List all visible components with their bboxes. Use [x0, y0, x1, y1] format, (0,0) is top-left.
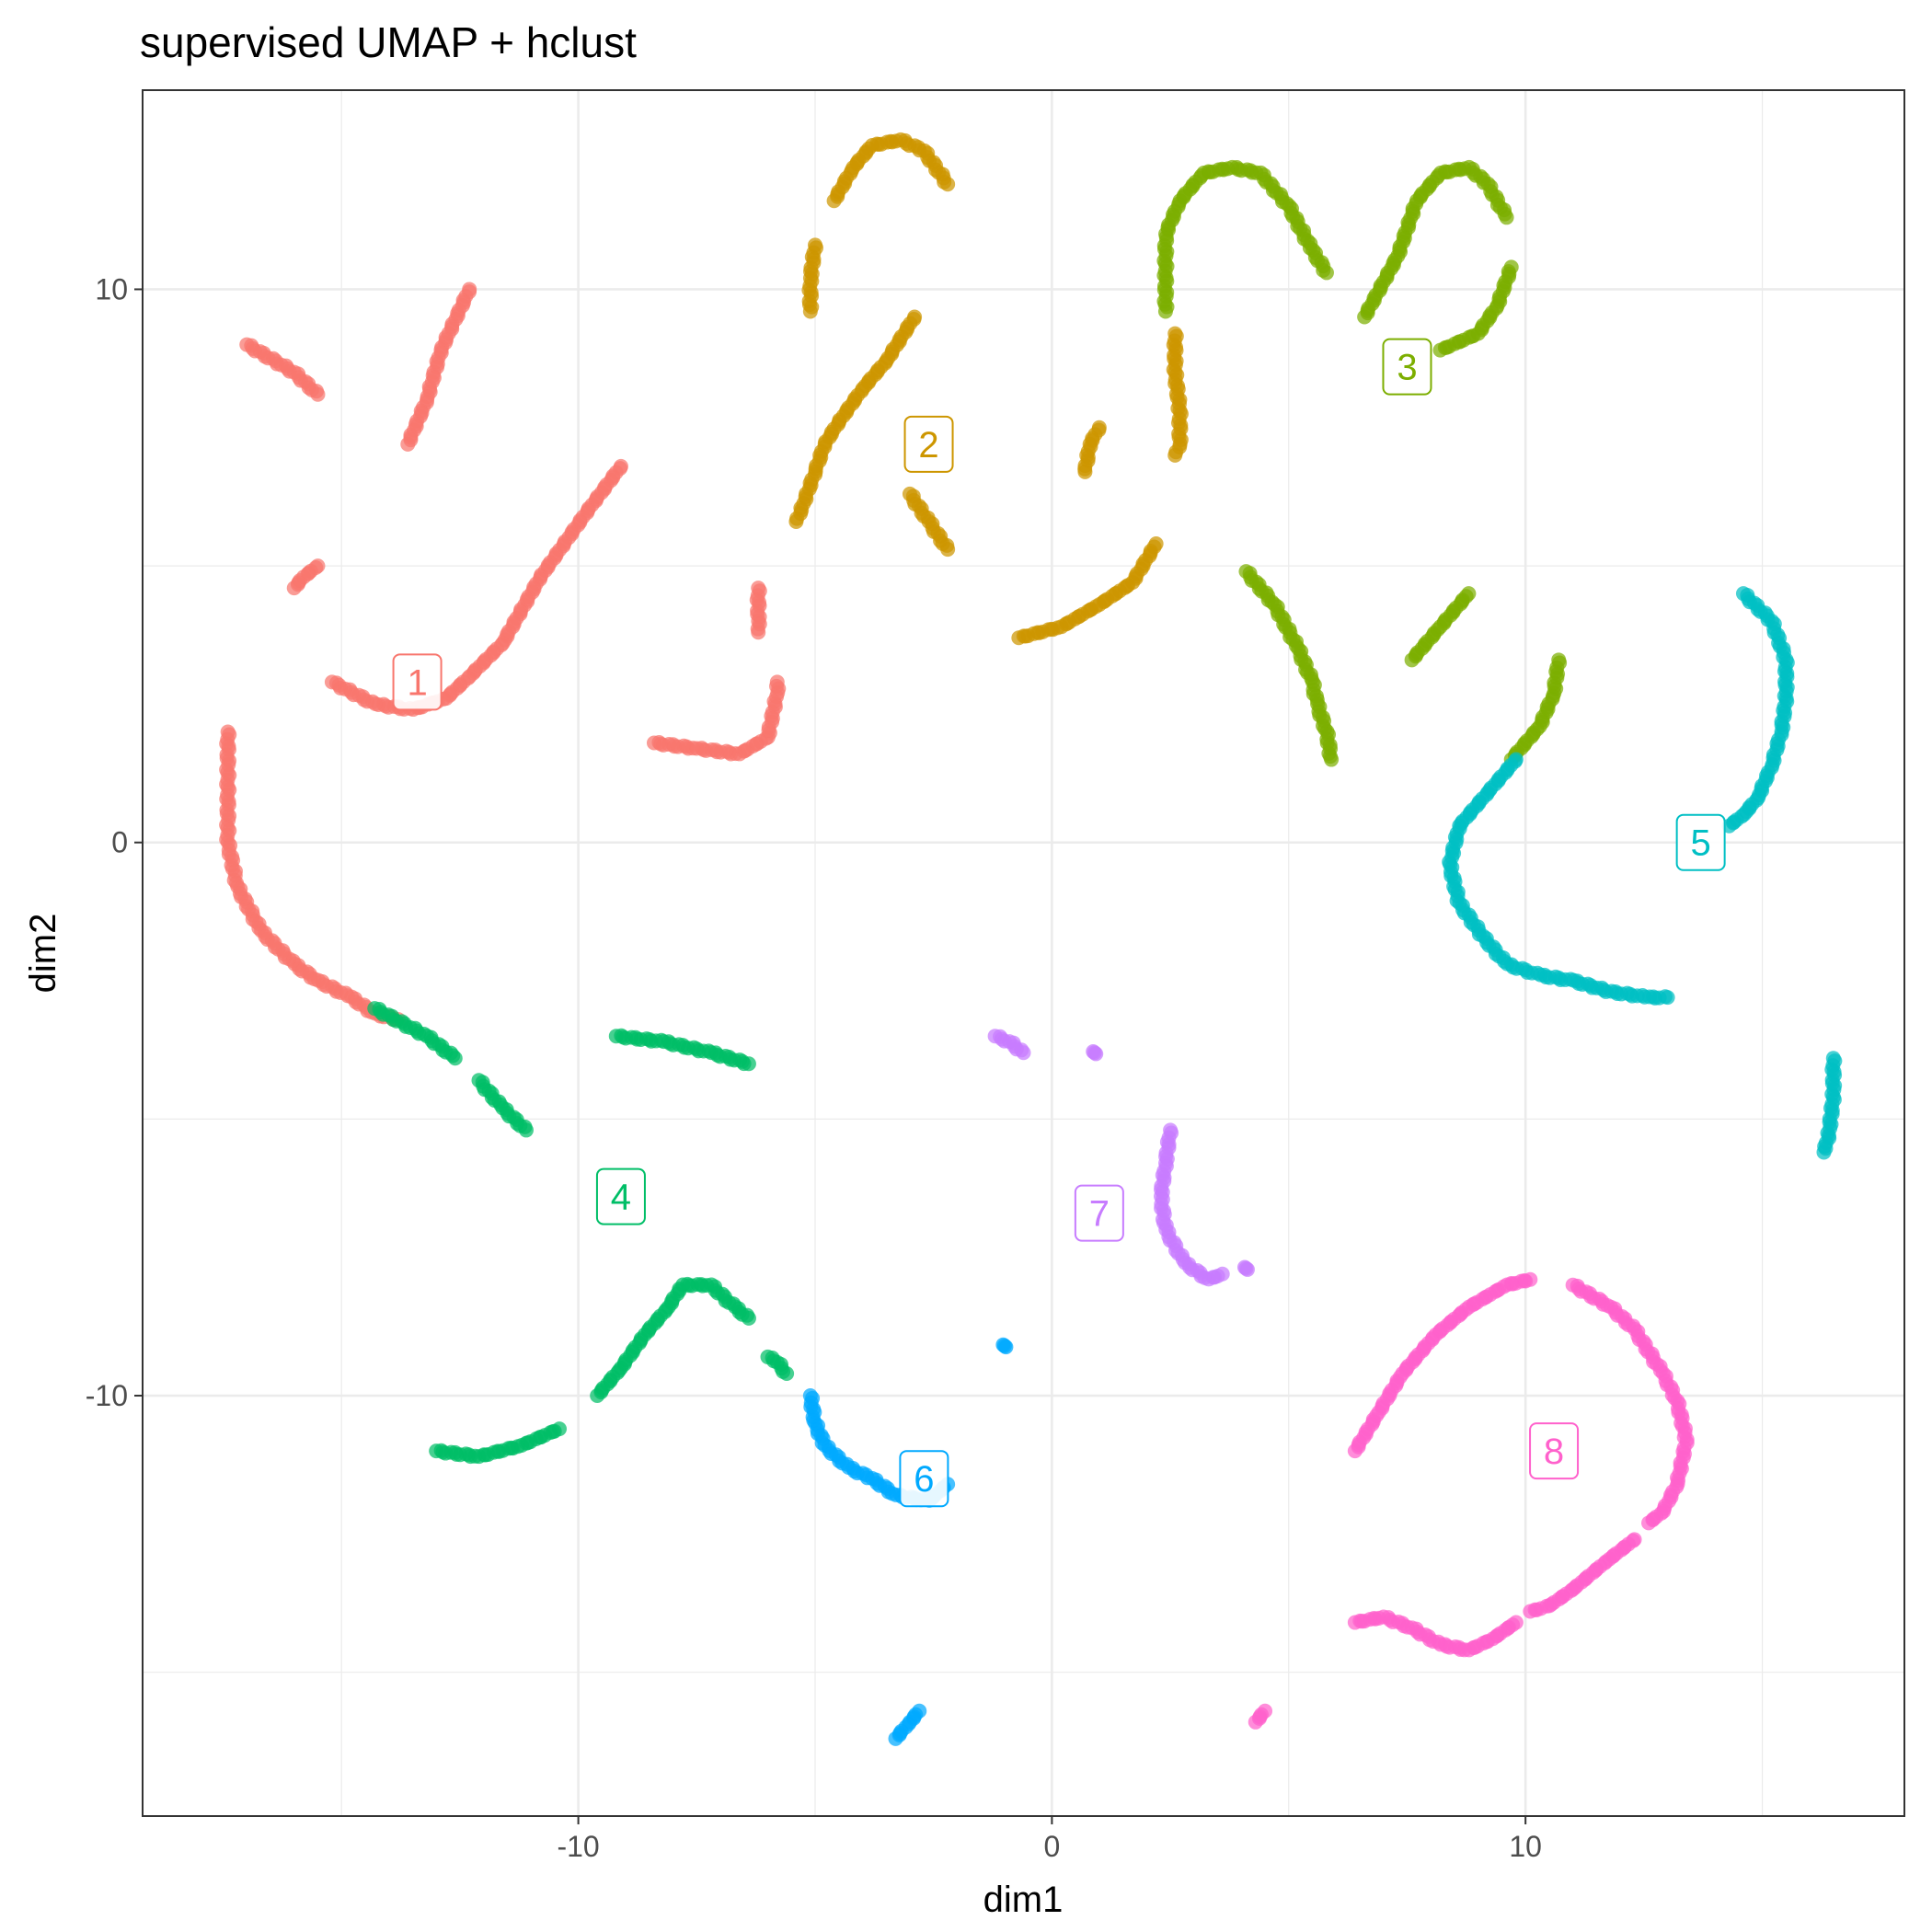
x-tick-label: 0	[1043, 1830, 1060, 1863]
cluster-label-text: 2	[918, 425, 938, 466]
data-point	[1816, 1144, 1832, 1160]
data-point	[751, 625, 766, 640]
data-point	[1461, 586, 1477, 602]
data-point	[1499, 210, 1514, 225]
y-axis: -10 0 10	[86, 272, 143, 1412]
y-tick-label: 0	[111, 826, 128, 859]
series-7-points	[987, 1029, 1255, 1287]
cluster-label-4: 4	[595, 1167, 646, 1225]
cluster-label-text: 4	[611, 1178, 631, 1218]
cluster-labels: 1 2 3 4 5 6 7 8	[392, 338, 1726, 1508]
cluster-label-6: 6	[899, 1450, 949, 1508]
cluster-label-box	[1382, 338, 1432, 396]
series-8-points	[1248, 1271, 1695, 1730]
cluster-label-8: 8	[1529, 1422, 1580, 1480]
data-point	[518, 1122, 534, 1138]
y-axis-title: dim2	[23, 914, 63, 994]
cluster-label-text: 6	[914, 1459, 934, 1500]
cluster-label-text: 1	[407, 662, 427, 703]
data-point	[998, 1340, 1014, 1355]
data-point	[1148, 536, 1164, 552]
x-tick-label: -10	[557, 1830, 599, 1863]
data-point	[1324, 752, 1340, 767]
series-2-points	[788, 132, 1189, 646]
cluster-label-7: 7	[1074, 1184, 1124, 1242]
data-point	[1214, 1266, 1230, 1282]
data-point	[779, 1365, 795, 1381]
data-point	[1258, 1703, 1273, 1719]
x-axis-title: dim1	[983, 1880, 1064, 1920]
series-1-points	[219, 282, 787, 1028]
panel-background	[143, 90, 1904, 1816]
data-point	[1016, 1045, 1031, 1061]
data-point	[1239, 1261, 1255, 1277]
cluster-label-box	[903, 415, 954, 473]
panel-border	[142, 89, 1905, 1817]
cluster-label-text: 7	[1089, 1194, 1110, 1235]
series-4-points	[367, 1001, 795, 1465]
data-point	[1088, 1046, 1104, 1062]
data-point	[1523, 1271, 1538, 1287]
cluster-label-box	[899, 1450, 949, 1508]
x-axis: -10 0 10	[557, 1816, 1542, 1863]
cluster-label-text: 5	[1691, 823, 1711, 864]
data-point	[310, 386, 326, 402]
cluster-label-text: 8	[1544, 1432, 1564, 1472]
data-point	[1641, 1515, 1657, 1531]
grid-lines	[143, 90, 1904, 1816]
data-point	[310, 558, 326, 574]
cluster-label-box	[1675, 813, 1726, 871]
data-point	[400, 436, 416, 452]
chart-title: supervised UMAP + hclust	[140, 18, 637, 66]
data-point	[1523, 1604, 1538, 1619]
data-point	[1167, 447, 1183, 463]
data-point	[788, 514, 804, 529]
y-tick-label: 10	[95, 272, 128, 305]
cluster-label-box	[392, 653, 443, 711]
data-point	[741, 1310, 756, 1326]
cluster-label-text: 3	[1397, 348, 1417, 388]
cluster-label-3: 3	[1382, 338, 1432, 396]
y-tick-label: -10	[86, 1379, 128, 1412]
data-point	[552, 1421, 568, 1437]
data-point	[802, 304, 818, 319]
data-point	[1660, 990, 1675, 1006]
data-point	[741, 1056, 756, 1072]
cluster-label-box	[1074, 1184, 1124, 1242]
data-point	[1077, 464, 1093, 479]
plot-panel: 1 2 3 4 5 6 7 8	[142, 89, 1905, 1817]
cluster-label-2: 2	[903, 415, 954, 473]
data-point	[940, 542, 956, 558]
data-point	[940, 177, 956, 192]
data-point	[1318, 265, 1334, 281]
data-points	[219, 132, 1843, 1746]
data-point	[769, 674, 785, 690]
data-point	[912, 1703, 927, 1719]
cluster-label-box	[1529, 1422, 1580, 1480]
series-5-points	[1442, 586, 1843, 1160]
data-point	[1508, 1615, 1524, 1630]
series-6-points	[802, 1337, 1014, 1746]
data-point	[1551, 652, 1567, 668]
data-point	[447, 1051, 463, 1066]
x-tick-label: 10	[1509, 1830, 1542, 1863]
cluster-label-box	[595, 1167, 646, 1225]
data-point	[324, 674, 339, 690]
cluster-label-1: 1	[392, 653, 443, 711]
cluster-label-5: 5	[1675, 813, 1726, 871]
data-point	[1503, 259, 1519, 275]
